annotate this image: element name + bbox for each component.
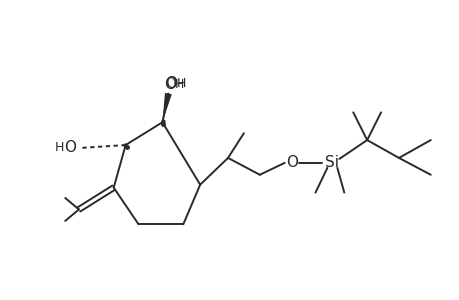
Text: O: O: [164, 77, 176, 92]
Text: O: O: [64, 140, 76, 154]
Text: O: O: [165, 76, 177, 91]
Text: H: H: [176, 77, 185, 90]
Polygon shape: [162, 93, 171, 122]
Text: H: H: [174, 78, 184, 91]
Text: H: H: [54, 140, 64, 154]
Text: Si: Si: [325, 155, 339, 170]
Text: O: O: [285, 155, 297, 170]
